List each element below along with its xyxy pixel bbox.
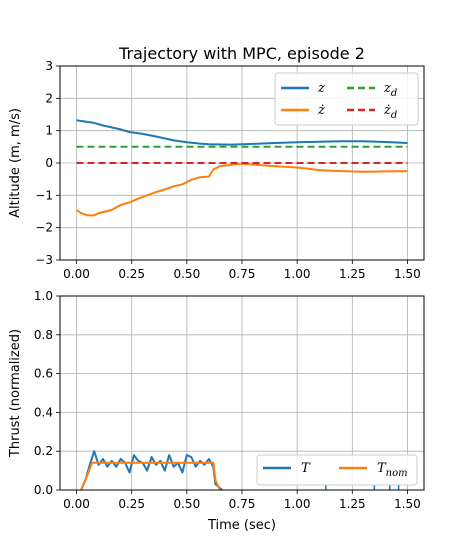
altitude-plot-y-ticks: −3 −2 −1 0 1 2 3: [35, 59, 60, 267]
altitude-ytick-label: −3: [35, 253, 53, 267]
altitude-xtick-label: 1.50: [394, 267, 421, 281]
altitude-ytick-label: −2: [35, 221, 53, 235]
legend-label-zd-base: z: [383, 81, 391, 96]
altitude-xtick-label: 0.25: [118, 267, 145, 281]
altitude-ytick-label: 2: [45, 91, 53, 105]
thrust-ytick-label: 0.2: [34, 444, 53, 458]
altitude-ytick-label: 0: [45, 156, 53, 170]
altitude-xtick-label: 1.00: [284, 267, 311, 281]
legend-label-Tnom: Tnom: [377, 461, 408, 479]
thrust-xtick-label: 1.00: [284, 497, 311, 511]
altitude-ytick-label: 1: [45, 124, 53, 138]
thrust-xtick-label: 1.25: [339, 497, 366, 511]
thrust-xtick-label: 0.00: [63, 497, 90, 511]
thrust-xtick-label: 0.25: [118, 497, 145, 511]
altitude-plot-title: Trajectory with MPC, episode 2: [118, 44, 365, 63]
altitude-plot-legend: z ż zd żd: [274, 72, 419, 126]
altitude-plot-x-ticks: 0.00 0.25 0.50 0.75 1.00 1.25 1.50: [63, 260, 421, 281]
altitude-legend-box: [274, 72, 419, 126]
thrust-plot-legend: T Tnom: [256, 454, 418, 486]
legend-label-zdot: ż: [317, 103, 325, 118]
thrust-ytick-label: 0.8: [34, 328, 53, 342]
legend-label-zdotd-base: ż: [383, 103, 391, 118]
thrust-series-t_nom: [80, 461, 221, 491]
altitude-xtick-label: 1.25: [339, 267, 366, 281]
altitude-series-z: [76, 119, 408, 146]
thrust-xtick-label: 0.75: [229, 497, 256, 511]
thrust-plot-y-ticks: 0.0 0.2 0.4 0.6 0.8 1.0: [34, 289, 60, 497]
altitude-ytick-label: 3: [45, 59, 53, 73]
altitude-xtick-label: 0.00: [63, 267, 90, 281]
altitude-ytick-label: −1: [35, 188, 53, 202]
altitude-xtick-label: 0.75: [229, 267, 256, 281]
thrust-ytick-label: 1.0: [34, 289, 53, 303]
altitude-plot-ylabel: Altitude (m, m/s): [8, 108, 23, 218]
thrust-legend-box: [256, 454, 418, 486]
legend-label-zd: zd: [383, 81, 397, 99]
legend-label-T: T: [301, 461, 311, 476]
thrust-series-t: [80, 450, 223, 491]
legend-label-zd-sub: d: [391, 88, 397, 99]
legend-label-z: z: [317, 81, 325, 96]
thrust-plot-xlabel: Time (sec): [207, 518, 276, 533]
altitude-series-zdot: [75, 162, 408, 217]
thrust-plot: 0.00 0.25 0.50 0.75 1.00 1.25 1.50 0.00.20.40.…: [8, 289, 425, 533]
thrust-plot-ylabel: Thrust (normalized): [8, 329, 23, 458]
altitude-plot-series: [75, 119, 408, 217]
thrust-ytick-label: 0.6: [34, 367, 53, 381]
thrust-ytick-label: 0.0: [34, 483, 53, 497]
legend-label-Tnom-base: T: [377, 461, 387, 476]
thrust-xtick-label: 0.50: [173, 497, 200, 511]
legend-label-Tnom-sub: nom: [386, 468, 408, 479]
altitude-xtick-label: 0.50: [173, 267, 200, 281]
legend-label-zdotd: żd: [383, 103, 397, 121]
thrust-ytick-label: 0.4: [34, 405, 53, 419]
altitude-plot: Trajectory with MPC, episode 2 0.00 0.25 0…: [8, 44, 425, 281]
legend-label-zdotd-sub: d: [391, 110, 397, 121]
thrust-plot-x-ticks: 0.00 0.25 0.50 0.75 1.00 1.25 1.50: [63, 490, 421, 511]
thrust-xtick-label: 1.50: [394, 497, 421, 511]
